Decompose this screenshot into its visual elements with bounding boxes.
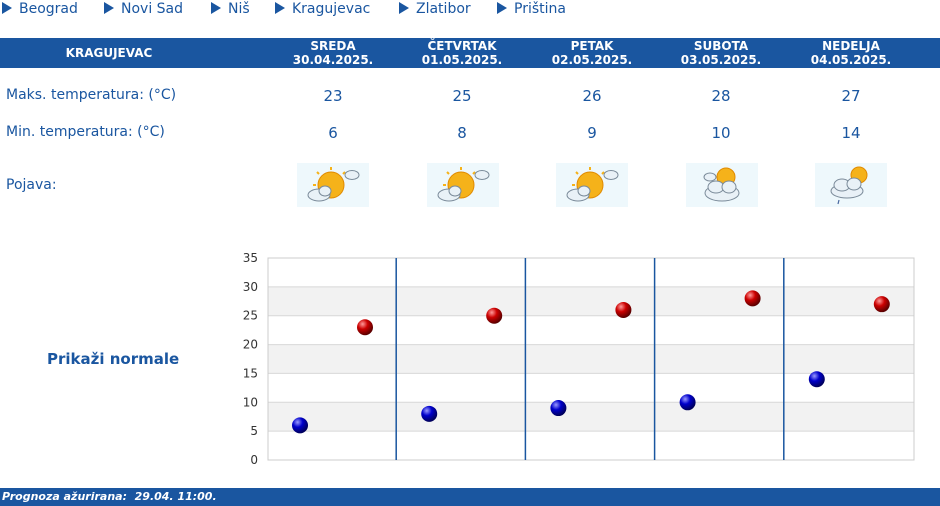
sun-cloud-icon — [427, 163, 499, 207]
day-header: SREDA 30.04.2025. — [268, 38, 398, 69]
cloud-sun-rain-icon — [815, 163, 887, 207]
y-tick-label: 25 — [243, 309, 258, 323]
min-temp-point[interactable] — [421, 405, 438, 422]
city-nav: Beograd Novi Sad Niš Kragujevac Zlatibor… — [0, 0, 940, 22]
nav-label: Kragujevac — [292, 1, 371, 17]
nav-label: Zlatibor — [416, 1, 471, 17]
nav-label: Niš — [228, 1, 250, 17]
max-temp-point[interactable] — [357, 319, 373, 336]
grid-band — [268, 344, 914, 374]
y-tick-label: 20 — [243, 338, 258, 352]
max-temp-value: 23 — [323, 87, 343, 105]
day-date: 03.05.2025. — [680, 53, 762, 67]
city-title: KRAGUJEVAC — [65, 46, 153, 60]
sun-cloud-icon — [297, 163, 369, 207]
y-tick-label: 5 — [250, 424, 258, 438]
day-name: PETAK — [570, 39, 614, 53]
day-name: SREDA — [310, 39, 356, 53]
nav-link-pristina[interactable]: Priština — [497, 0, 566, 18]
nav-link-beograd[interactable]: Beograd — [2, 0, 78, 18]
min-temp-value: 8 — [457, 124, 467, 142]
arrow-right-icon — [497, 2, 507, 14]
y-tick-label: 15 — [243, 366, 258, 380]
day-header: NEDELJA 04.05.2025. — [786, 38, 916, 69]
max-temp-label: Maks. temperatura: (°C) — [6, 87, 177, 103]
max-temp-value: 26 — [582, 87, 602, 105]
min-temp-label: Min. temperatura: (°C) — [6, 124, 165, 140]
cloud-sun-icon — [686, 163, 758, 207]
grid-band — [268, 315, 914, 345]
max-temp-point[interactable] — [873, 296, 890, 313]
day-name: SUBOTA — [693, 39, 749, 53]
max-temp-point[interactable] — [744, 290, 761, 307]
day-date: 01.05.2025. — [421, 53, 503, 67]
grid-band — [268, 286, 914, 316]
day-header: SUBOTA 03.05.2025. — [656, 38, 786, 69]
min-temp-point[interactable] — [808, 371, 825, 388]
max-temp-value: 25 — [452, 87, 472, 105]
plot-border — [267, 257, 915, 461]
forecast-header: KRAGUJEVAC SREDA 30.04.2025. ČETVRTAK 01.0… — [0, 38, 940, 68]
y-tick-label: 35 — [243, 251, 258, 265]
max-temp-value: 28 — [711, 87, 731, 105]
min-temp-point[interactable] — [292, 417, 308, 434]
day-header: PETAK 02.05.2025. — [527, 38, 657, 69]
arrow-right-icon — [399, 2, 409, 14]
day-date: 30.04.2025. — [292, 53, 374, 67]
min-temp-value: 10 — [711, 124, 731, 142]
nav-link-novi-sad[interactable]: Novi Sad — [104, 0, 183, 18]
grid-band — [268, 431, 914, 460]
y-tick-label: 30 — [243, 280, 258, 294]
day-name: NEDELJA — [822, 39, 880, 53]
min-temp-point[interactable] — [550, 400, 567, 417]
min-temp-point[interactable] — [679, 394, 696, 411]
grid-band — [268, 258, 914, 287]
nav-link-kragujevac[interactable]: Kragujevac — [275, 0, 370, 18]
temperature-chart: 0 5 10 15 20 25 30 35 — [243, 251, 915, 467]
max-temp-value: 27 — [841, 87, 861, 105]
grid-band — [268, 373, 914, 403]
min-temp-value: 6 — [328, 124, 338, 142]
min-temp-value: 14 — [841, 124, 861, 142]
nav-link-zlatibor[interactable]: Zlatibor — [399, 0, 471, 18]
day-date: 02.05.2025. — [551, 53, 633, 67]
arrow-right-icon — [2, 2, 12, 14]
sun-cloud-icon — [556, 163, 628, 207]
arrow-right-icon — [211, 2, 221, 14]
day-date: 04.05.2025. — [810, 53, 892, 67]
show-normals-link[interactable]: Prikaži normale — [47, 350, 180, 368]
day-name: ČETVRTAK — [427, 39, 497, 53]
y-tick-label: 10 — [243, 395, 258, 409]
max-temp-point[interactable] — [615, 301, 632, 318]
min-temp-value: 9 — [587, 124, 597, 142]
nav-label: Priština — [514, 1, 566, 17]
max-temp-point[interactable] — [486, 307, 503, 324]
phenomenon-label: Pojava: — [6, 177, 57, 193]
arrow-right-icon — [275, 2, 285, 14]
nav-label: Beograd — [19, 1, 78, 17]
day-header: ČETVRTAK 01.05.2025. — [397, 38, 527, 69]
nav-link-nis[interactable]: Niš — [211, 0, 250, 18]
footer-bar: Prognoza ažurirana: 29.04. 11:00. — [0, 488, 940, 506]
nav-label: Novi Sad — [121, 1, 184, 17]
arrow-right-icon — [104, 2, 114, 14]
forecast-updated-text: Prognoza ažurirana: 29.04. 11:00. — [2, 490, 217, 503]
grid-band — [268, 402, 914, 432]
y-tick-label: 0 — [250, 453, 258, 467]
